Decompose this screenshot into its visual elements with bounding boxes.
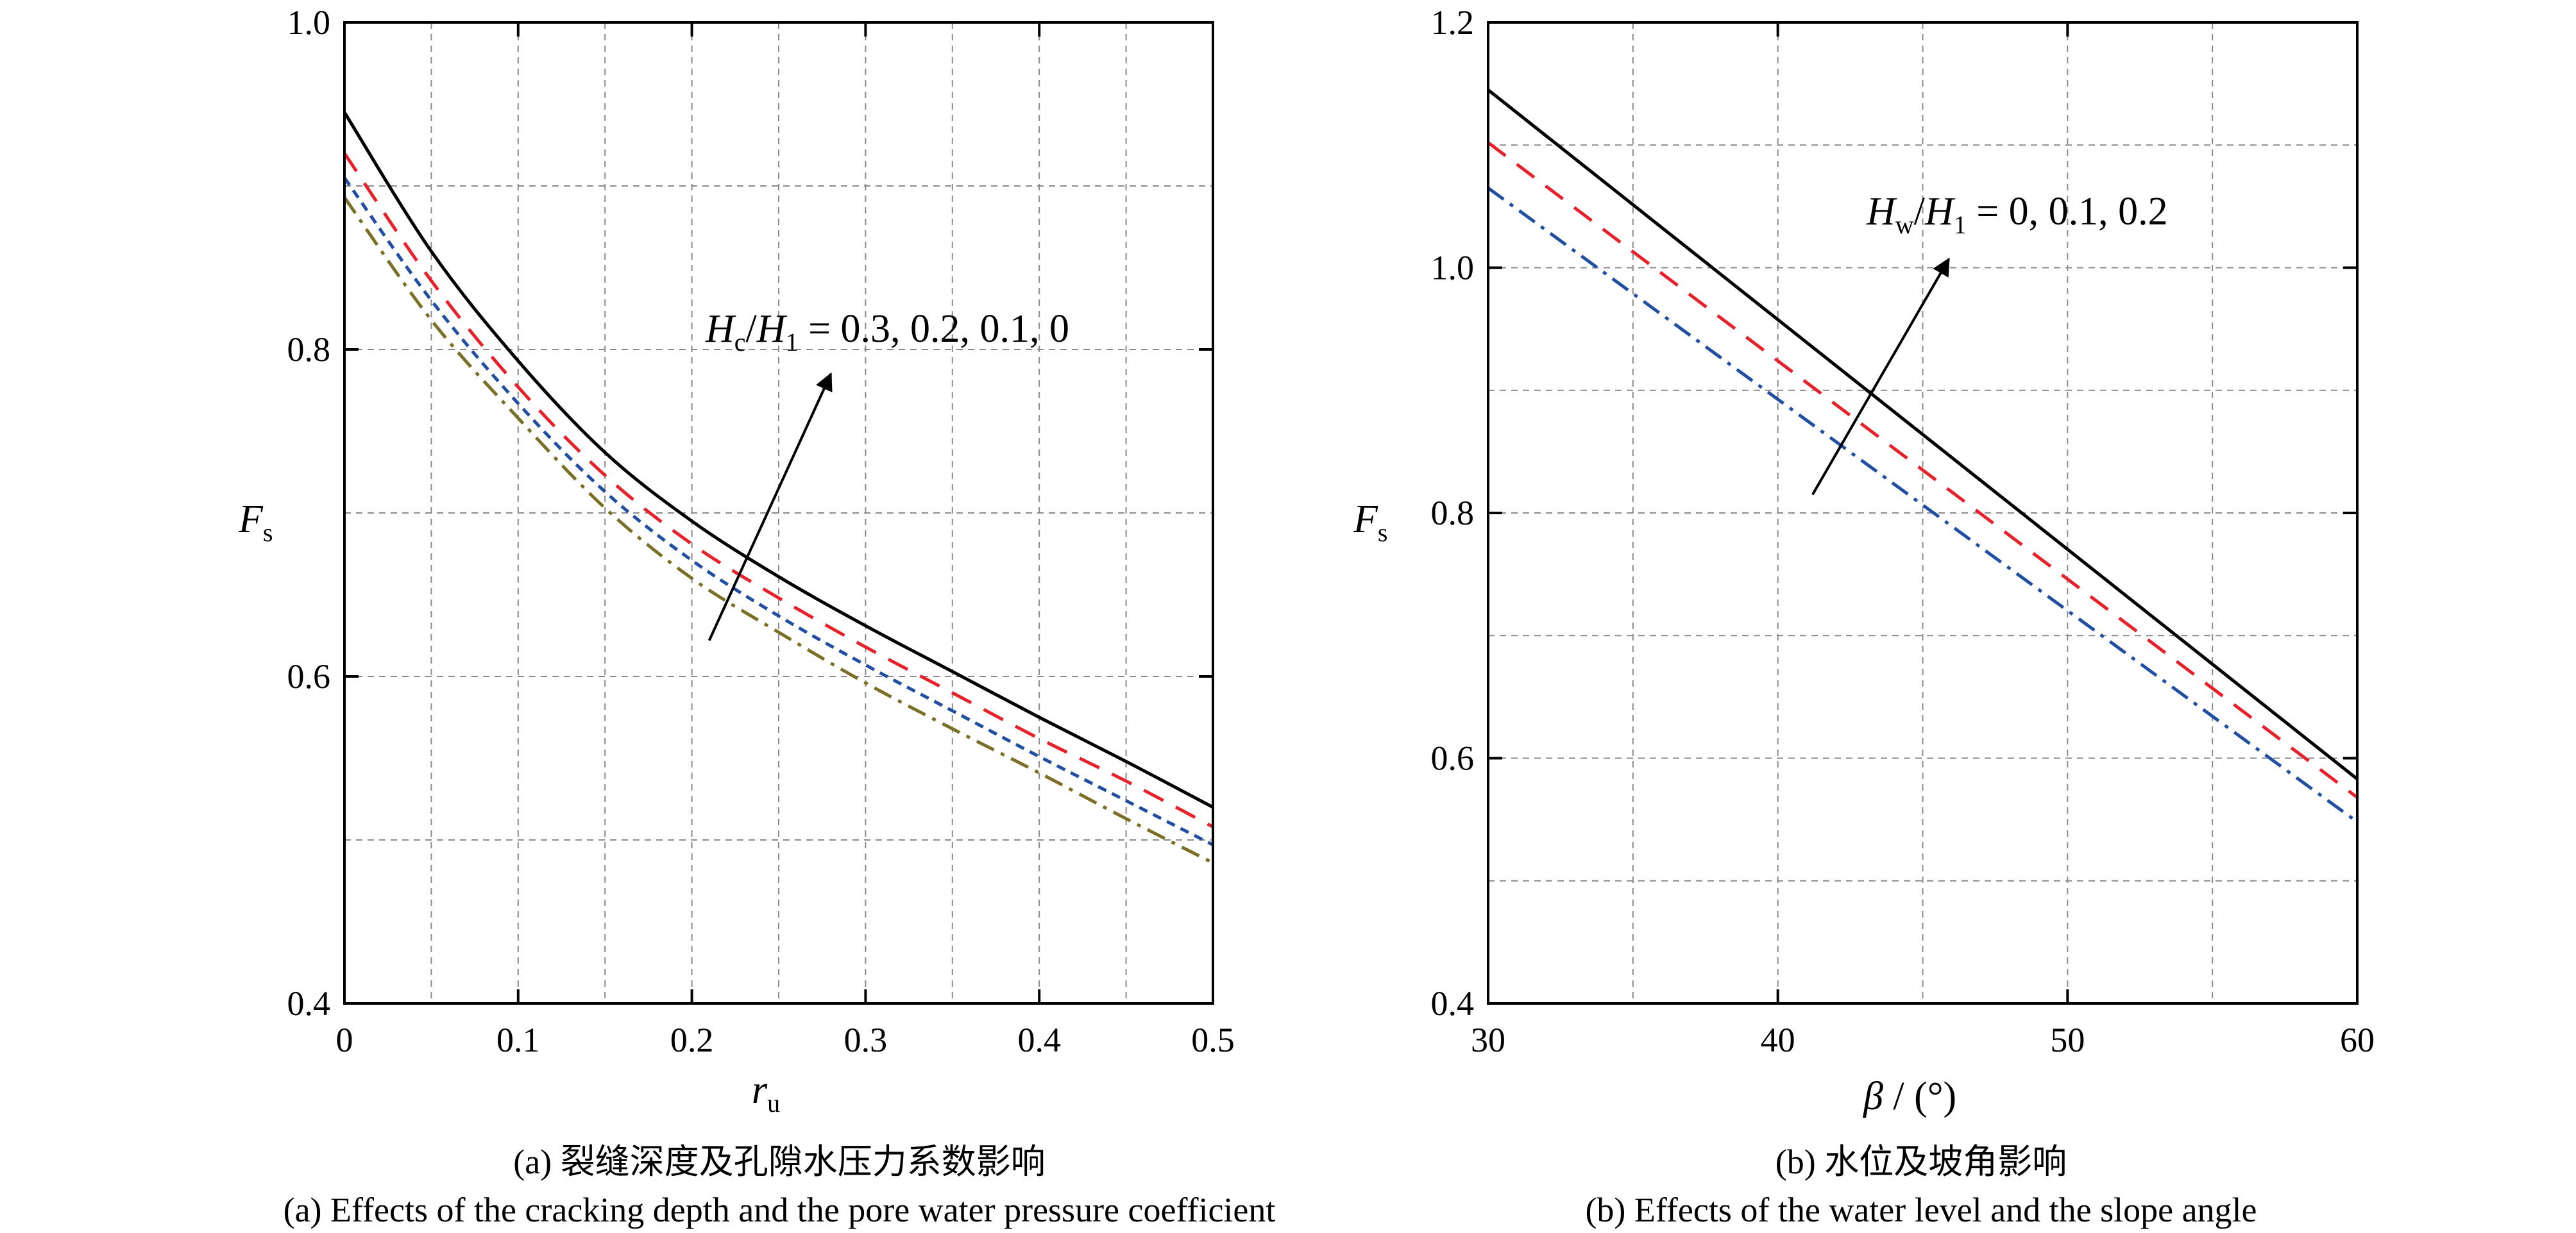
series-line-3 <box>1487 187 2359 823</box>
y-tick-label: 0.8 <box>287 330 331 369</box>
y-axis-label-b: Fs <box>1353 498 1387 547</box>
legend-annotation-b: Hw/H1 = 0, 0.1, 0.2 <box>1866 190 2168 239</box>
x-tick-label: 50 <box>2050 1021 2085 1059</box>
y-tick-label: 1.0 <box>1431 249 1475 287</box>
x-axis-label-a: ru <box>752 1068 780 1118</box>
x-tick-label: 0.4 <box>1017 1021 1061 1059</box>
chart-panel-a: 0 0.1 0.2 0.3 0.4 0.5 0.4 0.6 0.8 1.0 Fs ru Hc/H1… <box>238 3 1275 1229</box>
y-tick-label: 0.6 <box>1431 739 1475 778</box>
y-tick-label: 1.0 <box>287 3 331 42</box>
plot-frame-a <box>343 21 1214 1005</box>
x-tick-label: 0 <box>336 1021 353 1059</box>
x-tick-label: 0.3 <box>844 1021 888 1059</box>
series-line-2 <box>343 152 1214 828</box>
y-tick-label: 0.6 <box>287 657 331 696</box>
y-tick-label: 0.4 <box>287 984 331 1023</box>
x-tick-label: 0.1 <box>496 1021 540 1059</box>
y-tick-label: 0.8 <box>1431 494 1475 532</box>
series-group-a <box>343 111 1214 864</box>
y-tick-label: 0.4 <box>1431 984 1475 1023</box>
x-tick-label: 0.5 <box>1191 1021 1235 1059</box>
ticks-a <box>343 21 1214 1005</box>
annotation-arrow-a <box>708 372 833 641</box>
chart-panel-b: 30 40 50 60 0.4 0.6 0.8 1.0 1.2 Fs β / (°) Hw/H1… <box>1353 3 2375 1229</box>
series-line-4 <box>343 196 1214 864</box>
legend-annotation-a: Hc/H1 = 0.3, 0.2, 0.1, 0 <box>705 307 1069 356</box>
series-line-2 <box>1487 141 2359 799</box>
x-tick-label: 30 <box>1471 1021 1505 1059</box>
y-tick-label: 1.2 <box>1431 3 1475 42</box>
x-tick-label: 40 <box>1761 1021 1795 1059</box>
tick-labels-a: 0 0.1 0.2 0.3 0.4 0.5 0.4 0.6 0.8 1.0 <box>287 3 1235 1059</box>
series-group-b <box>1487 88 2359 823</box>
series-line-1 <box>343 111 1214 809</box>
series-line-1 <box>1487 88 2359 780</box>
x-tick-label: 0.2 <box>670 1021 714 1059</box>
caption-cn-a: (a) 裂缝深度及孔隙水压力系数影响 <box>513 1143 1045 1181</box>
tick-labels-b: 30 40 50 60 0.4 0.6 0.8 1.0 1.2 <box>1431 3 2375 1059</box>
gridlines-b <box>1488 22 2357 1003</box>
ticks-b <box>1487 21 2359 1005</box>
gridlines-a <box>344 22 1213 1003</box>
y-axis-label-a: Fs <box>238 498 273 547</box>
series-line-3 <box>343 176 1214 846</box>
caption-en-a: (a) Effects of the cracking depth and th… <box>284 1191 1276 1229</box>
x-tick-label: 60 <box>2340 1021 2375 1059</box>
annotation-arrow-b <box>1811 257 1950 496</box>
caption-en-b: (b) Effects of the water level and the s… <box>1585 1191 2257 1229</box>
x-axis-label-b: β / (°) <box>1863 1075 1956 1118</box>
caption-cn-b: (b) 水位及坡角影响 <box>1775 1143 2067 1181</box>
